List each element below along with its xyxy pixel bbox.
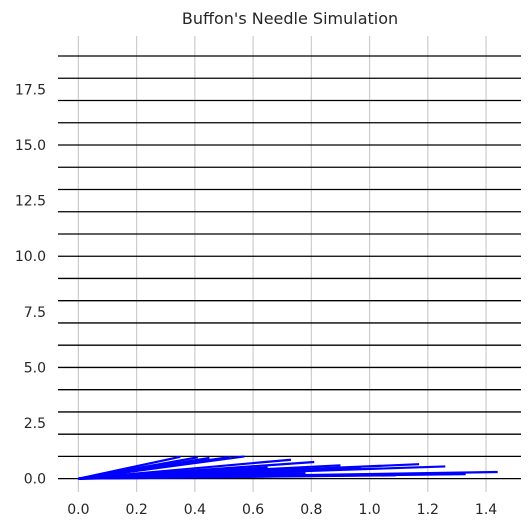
- y-tick-labels: 0.0 2.5 5.0 7.5 10.0 12.5 15.0 17.5: [15, 82, 46, 487]
- needles: [78, 455, 498, 480]
- grid-vertical: [77, 36, 487, 492]
- x-tick-labels: 0.0 0.2 0.4 0.6 0.8 1.0 1.2 1.4: [67, 502, 497, 518]
- y-tick-label-5: 12.5: [15, 194, 46, 210]
- y-tick-label-4: 10.0: [15, 249, 46, 265]
- x-tick-label-3: 0.6: [242, 502, 264, 518]
- chart-title: Buffon's Needle Simulation: [182, 9, 398, 28]
- floor-lines: [58, 55, 521, 480]
- x-tick-label-0: 0.0: [67, 502, 89, 518]
- y-tick-label-7: 17.5: [15, 82, 46, 98]
- x-tick-label-2: 0.4: [184, 502, 206, 518]
- y-tick-label-1: 2.5: [24, 416, 46, 432]
- x-tick-label-4: 0.8: [300, 502, 322, 518]
- needle-18: [78, 464, 166, 480]
- x-tick-label-7: 1.4: [475, 502, 497, 518]
- x-tick-label-6: 1.2: [417, 502, 439, 518]
- x-tick-label-1: 0.2: [125, 502, 147, 518]
- needle-11: [78, 466, 268, 480]
- needle-9: [78, 471, 306, 480]
- y-tick-label-6: 15.0: [15, 138, 46, 154]
- x-tick-label-5: 1.0: [358, 502, 380, 518]
- y-tick-label-3: 7.5: [24, 305, 46, 321]
- y-tick-label-2: 5.0: [24, 360, 46, 376]
- y-tick-label-0: 0.0: [24, 472, 46, 488]
